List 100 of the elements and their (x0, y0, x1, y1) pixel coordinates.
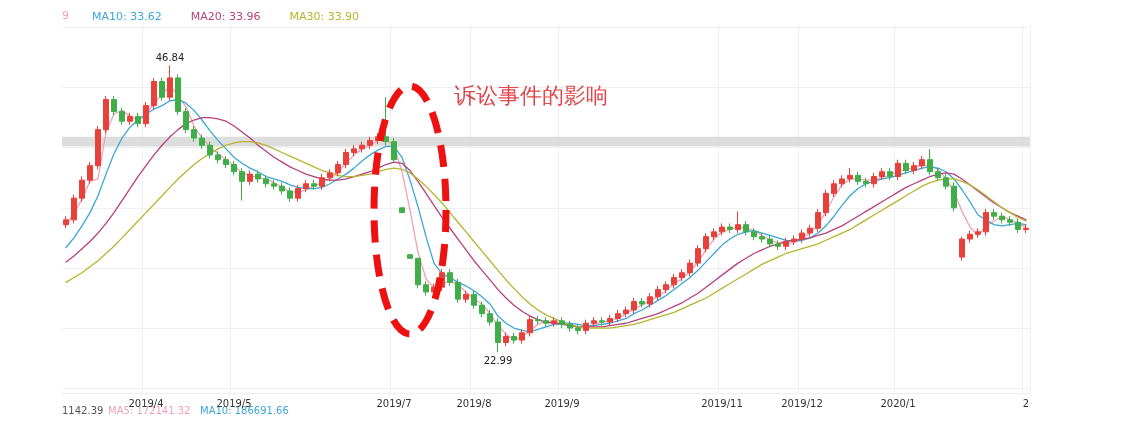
candlestick (751, 227, 757, 241)
candlestick (87, 161, 93, 185)
text: MA20: 33.96 (190, 9, 261, 23)
candlestick (879, 167, 885, 181)
candlestick (1015, 218, 1021, 234)
candlestick (319, 173, 325, 191)
candlestick (655, 285, 661, 301)
candlestick (199, 133, 205, 150)
candlestick (191, 125, 197, 143)
candlestick (695, 244, 701, 268)
candlestick (487, 309, 493, 327)
candlestick (911, 161, 917, 175)
candlestick (367, 136, 373, 150)
candlestick (895, 159, 901, 181)
candlestick (935, 167, 941, 182)
candlestick (983, 208, 989, 236)
candlestick (831, 179, 837, 198)
candlestick (727, 222, 733, 234)
annotation: 46.84 (155, 51, 185, 63)
candlestick (975, 227, 981, 239)
candlestick (543, 316, 549, 328)
x-tick-label: 2020/1 (880, 397, 916, 409)
candlestick (687, 259, 693, 277)
annotation: 22.99 (483, 354, 513, 366)
candlestick (111, 95, 117, 116)
candlestick (455, 278, 461, 304)
candlestick (551, 316, 557, 328)
x-tick-label: 2019/12 (781, 397, 823, 409)
candlestick (103, 95, 109, 134)
candlestick (887, 167, 893, 181)
candlestick (927, 148, 933, 176)
candlestick (663, 280, 669, 294)
candlestick (271, 179, 277, 191)
candlestick (711, 227, 717, 241)
candlestick (735, 210, 741, 234)
candlestick (135, 112, 141, 128)
candlestick (343, 148, 349, 169)
text: 1142.39 (62, 404, 104, 416)
candlestick (231, 160, 237, 176)
candlestick (839, 174, 845, 188)
candlestick (79, 176, 85, 203)
candlestick (151, 77, 157, 110)
candlestick (631, 297, 637, 315)
text: MA30: 33.90 (289, 9, 360, 23)
candlestick (463, 290, 469, 304)
candlestick (359, 141, 365, 153)
candlestick (423, 280, 429, 297)
candlestick (623, 305, 629, 318)
candlestick (671, 273, 677, 289)
candlestick (959, 236, 965, 262)
candlestick (855, 171, 861, 186)
candlestick (175, 73, 181, 116)
candlestick (495, 317, 501, 353)
candlestick (1023, 224, 1029, 234)
candlestick (583, 319, 589, 335)
candlestick (575, 323, 581, 335)
x-tick-label: 2 (1022, 397, 1030, 409)
candlestick (951, 182, 957, 212)
candlestick (279, 182, 285, 196)
candlestick (447, 268, 453, 287)
candlestick (119, 107, 125, 126)
candlestick (647, 292, 653, 309)
candlestick (679, 268, 685, 282)
candlestick (407, 254, 413, 259)
x-tick-label: 2019/8 (456, 397, 492, 409)
candlestick (967, 230, 973, 244)
candlestick (919, 155, 925, 170)
candlestick (863, 177, 869, 188)
candlestick (991, 208, 997, 221)
candlestick (127, 112, 133, 126)
candlestick (215, 150, 221, 164)
candlestick (903, 159, 909, 175)
candlestick (871, 172, 877, 188)
candlestick (719, 222, 725, 236)
candlestick (503, 332, 509, 347)
candlestick (791, 234, 797, 246)
candlestick (607, 314, 613, 327)
candlestick (351, 144, 357, 157)
candlestick (247, 170, 253, 186)
candlestick (95, 125, 101, 170)
candlestick (815, 208, 821, 233)
candlestick (263, 174, 269, 188)
candlestick (743, 220, 749, 236)
candlestick (303, 179, 309, 193)
candlestick (71, 194, 77, 224)
candlestick (559, 316, 565, 329)
candlestick (207, 141, 213, 159)
candlestick (327, 168, 333, 182)
candlestick (471, 290, 477, 310)
candlestick (295, 184, 301, 203)
candlestick (591, 316, 597, 328)
candlestick (615, 309, 621, 323)
candlestick (519, 328, 525, 345)
candlestick (535, 315, 541, 325)
candlestick (775, 239, 781, 251)
candlestick (479, 301, 485, 318)
candlestick (767, 234, 773, 248)
candlestick (415, 257, 421, 289)
candlestick (1007, 215, 1013, 227)
candlestick (223, 155, 229, 169)
